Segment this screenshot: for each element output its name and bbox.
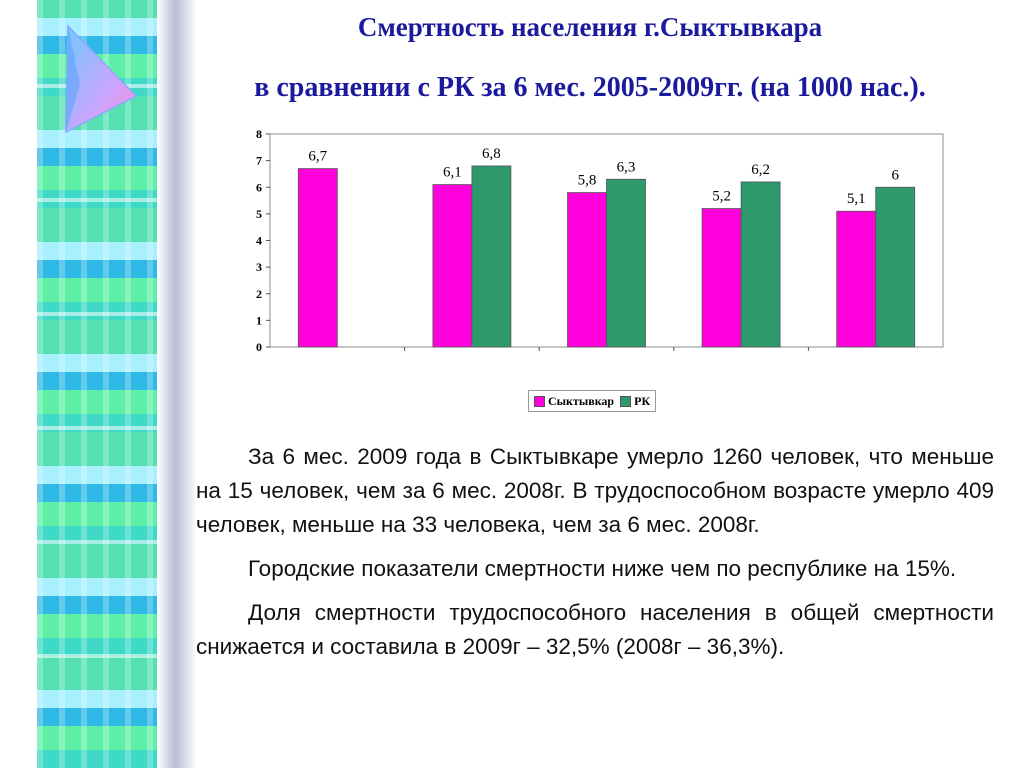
- bar-rk: [740, 181, 781, 348]
- data-label: 5,2: [712, 189, 731, 205]
- bar-chart: 01234567820056,720066,16,820075,86,32008…: [256, 127, 944, 354]
- data-label: 5,1: [847, 191, 866, 207]
- bar-syktyvkar: [297, 168, 338, 348]
- y-tick-label: 3: [256, 260, 262, 274]
- legend-swatch-syktyvkar: [534, 395, 545, 407]
- bar-rk: [471, 165, 512, 348]
- data-label: 6: [891, 167, 899, 183]
- data-label: 6,8: [482, 146, 501, 162]
- paragraph-1: За 6 мес. 2009 года в Сыктывкаре умерло …: [196, 444, 994, 537]
- y-tick-label: 1: [256, 313, 262, 327]
- bar-syktyvkar: [701, 208, 742, 348]
- y-tick-label: 0: [256, 340, 262, 354]
- decorative-bar: [157, 0, 197, 768]
- legend-label-rk: РК: [634, 393, 651, 408]
- legend-item-rk: РК: [620, 394, 650, 409]
- chart-legend: Сыктывкар РК: [528, 390, 657, 412]
- triangle-logo-icon: [65, 24, 138, 134]
- bar-syktyvkar: [432, 184, 473, 348]
- body-text: За 6 мес. 2009 года в Сыктывкаре умерло …: [196, 440, 994, 674]
- y-tick-label: 5: [256, 207, 262, 221]
- paragraph-2: Городские показатели смертности ниже чем…: [248, 556, 957, 581]
- y-tick-label: 8: [256, 127, 262, 141]
- y-tick-label: 4: [256, 234, 262, 248]
- legend-item-syktyvkar: Сыктывкар: [534, 394, 614, 409]
- y-tick-label: 2: [256, 287, 262, 301]
- bar-syktyvkar: [567, 192, 607, 348]
- paragraph-3: Доля смертности трудоспособного населени…: [196, 600, 994, 659]
- legend-label-syktyvkar: Сыктывкар: [548, 393, 615, 408]
- chart-title: Смертность населения г.Сыктывкара: [357, 12, 823, 42]
- data-label: 6,1: [443, 165, 462, 181]
- data-label: 6,3: [617, 159, 636, 175]
- bar-syktyvkar: [836, 210, 877, 348]
- bar-rk: [875, 186, 916, 348]
- chart-subtitle: в сравнении с РК за 6 мес. 2005-2009гг. …: [254, 72, 926, 103]
- y-tick-label: 6: [256, 180, 262, 194]
- data-label: 6,7: [308, 149, 327, 165]
- legend-swatch-rk: [620, 395, 632, 407]
- bar-rk: [606, 178, 646, 348]
- data-label: 6,2: [751, 162, 770, 178]
- decorative-strip: [37, 0, 157, 768]
- y-tick-label: 7: [256, 154, 262, 168]
- data-label: 5,8: [578, 173, 597, 189]
